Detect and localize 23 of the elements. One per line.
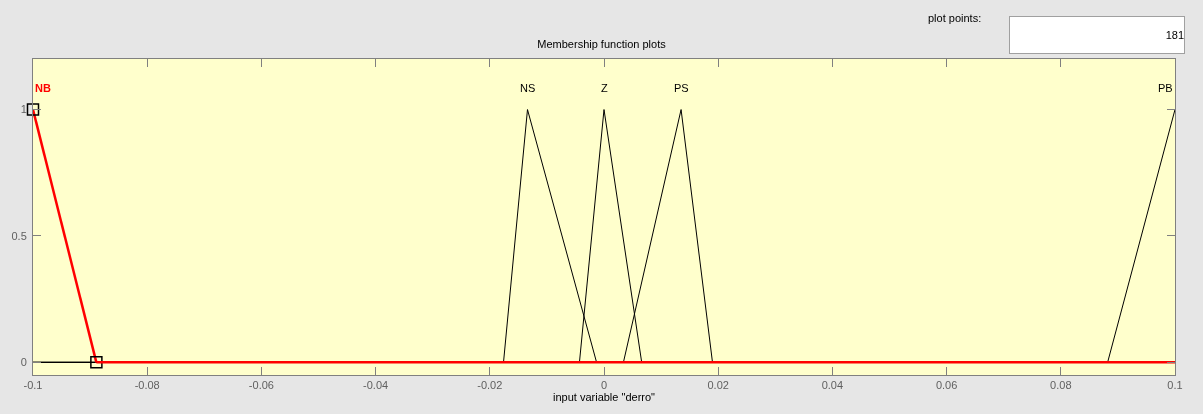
- series-label: PB: [1158, 82, 1173, 94]
- x-tick-label: 0.06: [935, 379, 958, 392]
- x-axis-title: input variable "derro": [553, 391, 656, 404]
- y-tick-label: 1: [20, 103, 27, 116]
- text: 181: [1165, 29, 1184, 41]
- x-tick-label: 0.08: [1050, 379, 1072, 392]
- y-tick-label: 0.5: [11, 229, 27, 242]
- x-tick-label: -0.04: [363, 379, 389, 392]
- x-tick-label: 0.02: [707, 379, 729, 392]
- x-tick-label: -0.08: [134, 379, 160, 392]
- series-label: Z: [601, 82, 608, 94]
- x-tick-label: -0.1: [23, 379, 43, 392]
- y-tick-label: 0: [20, 356, 27, 369]
- chart-title: Membership function plots: [537, 37, 667, 50]
- series-label: PS: [674, 82, 689, 94]
- series-label: NS: [520, 82, 536, 94]
- x-tick-label: 0.1: [1167, 379, 1183, 392]
- x-tick-label: -0.02: [477, 379, 503, 392]
- text: plot points:: [928, 12, 982, 24]
- x-tick-label: 0: [600, 379, 608, 392]
- x-tick-label: -0.06: [248, 379, 274, 392]
- series-label: NB: [35, 82, 51, 94]
- x-tick-label: 0.04: [821, 379, 844, 392]
